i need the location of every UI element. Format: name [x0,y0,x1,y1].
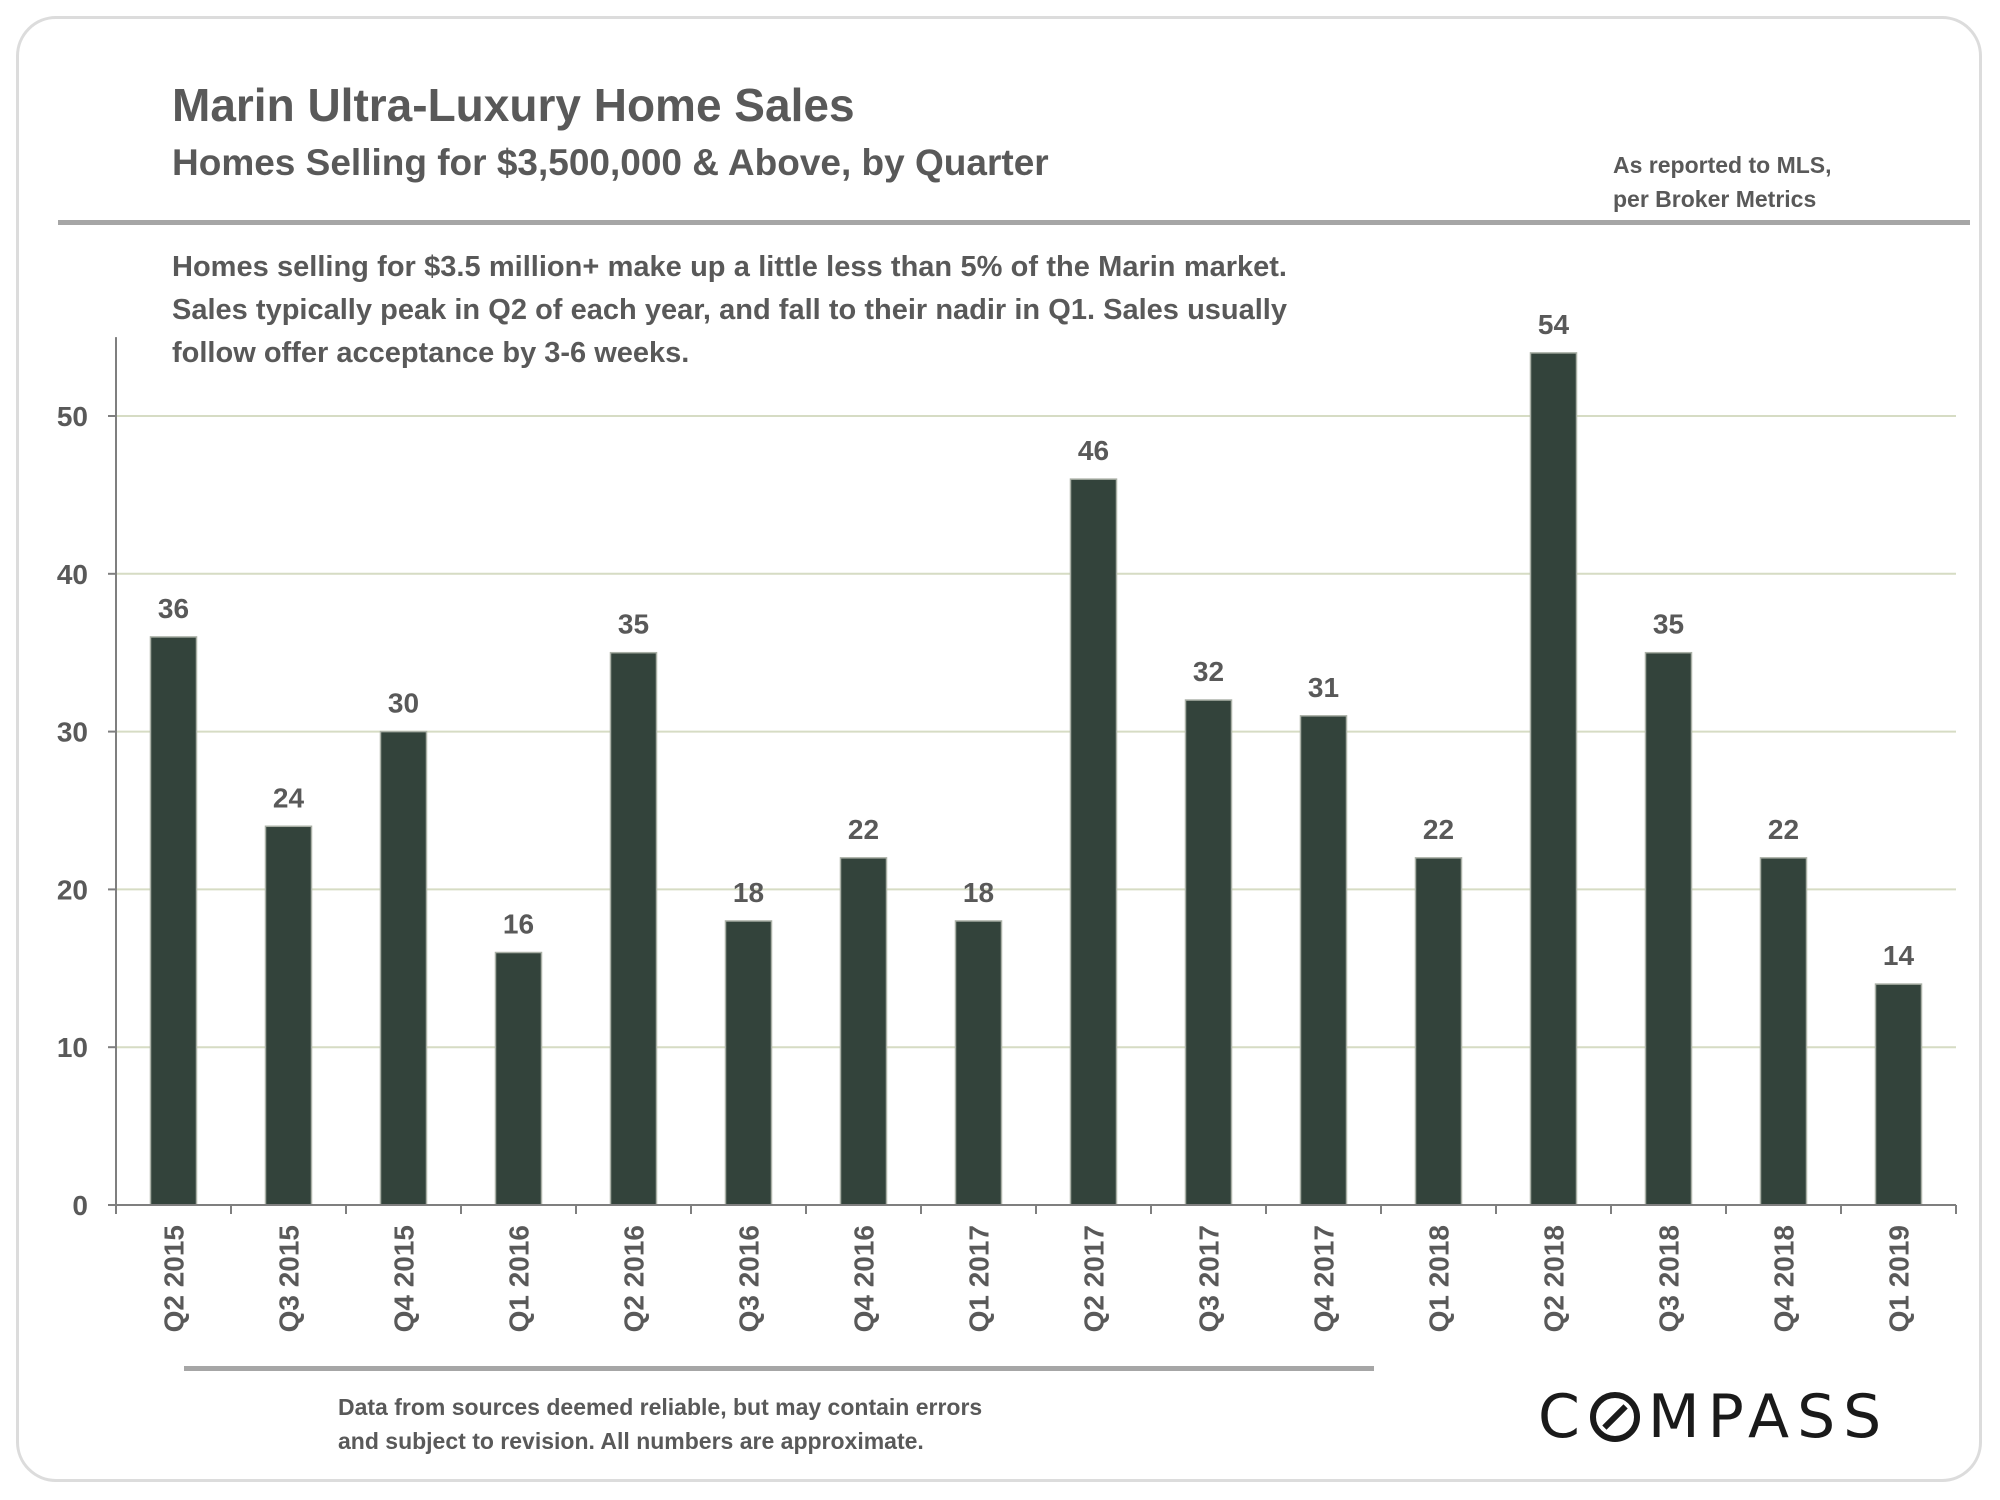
data-label: 22 [1423,814,1454,845]
data-label: 46 [1078,435,1109,466]
source-note-line-2: per Broker Metrics [1613,186,1817,212]
source-note: As reported to MLS, per Broker Metrics [1613,148,1832,216]
data-label: 36 [158,593,189,624]
x-tick-label: Q1 2016 [504,1225,535,1332]
compass-logo: C MPASS [1538,1382,1889,1452]
footer-divider [184,1366,1374,1371]
chart-description: Homes selling for $3.5 million+ make up … [172,246,1287,375]
data-label: 22 [1768,814,1799,845]
bar-q4-2017 [1299,715,1348,1206]
x-tick-label: Q1 2019 [1884,1225,1915,1332]
x-tick-label: Q3 2017 [1194,1225,1225,1332]
x-tick-label: Q3 2015 [274,1225,305,1332]
bar-q1-2017 [954,920,1003,1206]
y-tick-label: 50 [57,401,88,432]
x-tick-label: Q4 2018 [1769,1225,1800,1332]
logo-o-icon [1589,1392,1640,1442]
bar-q2-2018 [1529,352,1578,1206]
bar-q1-2019 [1874,983,1923,1206]
bar-q4-2016 [839,857,888,1206]
y-tick-label: 30 [57,717,88,748]
data-label: 32 [1193,656,1224,687]
bar-q3-2018 [1644,651,1693,1206]
data-label: 31 [1308,672,1339,703]
logo-letters: MPASS [1647,1382,1890,1452]
x-tick-label: Q4 2016 [849,1225,880,1332]
x-tick-label: Q3 2016 [734,1225,765,1332]
bar-q1-2018 [1414,857,1463,1206]
y-tick-label: 40 [57,559,88,590]
y-tick-label: 10 [57,1032,88,1063]
bar-q4-2018 [1759,857,1808,1206]
header-divider [58,220,1970,225]
x-tick-label: Q4 2015 [389,1225,420,1332]
x-tick-label: Q2 2016 [619,1225,650,1332]
data-label: 30 [388,688,419,719]
labels: 0 10 20 30 40 50 36 Q2 2015 24 Q3 2015 30 Q4 2015 16… [57,309,1915,1333]
bar-q1-2016 [494,951,543,1206]
data-label: 24 [273,782,305,813]
data-label: 18 [963,877,994,908]
disclaimer-line-1: Data from sources deemed reliable, but m… [338,1394,983,1420]
data-label: 16 [503,909,534,940]
data-label: 35 [618,609,649,640]
x-tick-label: Q2 2015 [159,1225,190,1332]
bar-q2-2016 [609,651,658,1206]
bar-q4-2015 [379,730,428,1206]
x-tick-label: Q4 2017 [1309,1225,1340,1332]
bar-q3-2016 [724,920,773,1206]
chart-subtitle: Homes Selling for $3,500,000 & Above, by… [172,142,1049,183]
chart-title: Marin Ultra-Luxury Home Sales [172,79,855,131]
source-note-line-1: As reported to MLS, [1613,152,1832,178]
data-label: 14 [1883,940,1915,971]
disclaimer: Data from sources deemed reliable, but m… [338,1390,982,1458]
x-tick-label: Q1 2018 [1424,1225,1455,1332]
data-label: 18 [733,877,764,908]
x-tick-label: Q1 2017 [964,1225,995,1332]
bar-q3-2015 [264,825,313,1206]
disclaimer-line-2: and subject to revision. All numbers are… [338,1428,924,1454]
bar-q2-2017 [1069,478,1118,1206]
axes [108,337,1957,1214]
x-tick-label: Q2 2018 [1539,1225,1570,1332]
data-label: 35 [1653,609,1684,640]
bar-q3-2017 [1184,699,1233,1206]
bars [149,352,1923,1206]
data-label: 22 [848,814,879,845]
x-tick-label: Q2 2017 [1079,1225,1110,1332]
x-tick-label: Q3 2018 [1654,1225,1685,1332]
y-tick-label: 0 [72,1190,88,1221]
y-tick-label: 20 [57,874,88,905]
data-label: 54 [1538,309,1570,340]
logo-letter-c: C [1538,1382,1588,1452]
bar-q2-2015 [149,636,198,1206]
